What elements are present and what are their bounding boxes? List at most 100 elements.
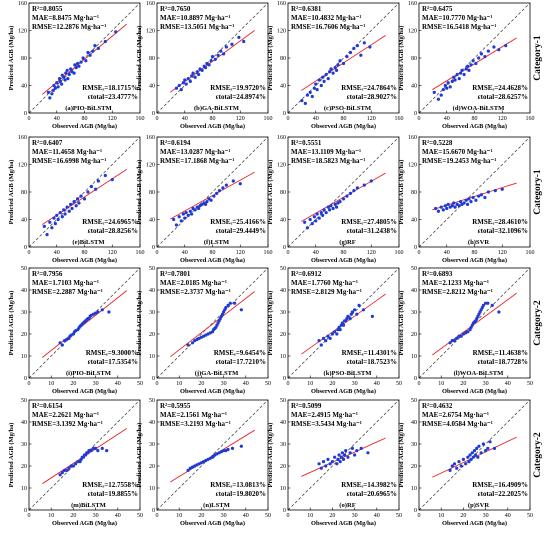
rmse-e-label: RMSEₑ=19.9720% bbox=[210, 84, 266, 92]
data-point bbox=[333, 66, 337, 70]
y-tick-label: 80 bbox=[411, 56, 417, 62]
y-tick-label: 80 bbox=[149, 56, 155, 62]
x-tick-label: 80 bbox=[82, 250, 88, 256]
data-point bbox=[62, 75, 66, 79]
data-point bbox=[319, 343, 323, 347]
r2-label: R²=0.6154 bbox=[32, 402, 63, 410]
e-total-label: εtotal=29.4449% bbox=[216, 227, 266, 235]
mae-label: MAE=2.2621 Mg·ha⁻¹ bbox=[32, 411, 99, 419]
data-point bbox=[303, 220, 307, 224]
data-point bbox=[345, 194, 349, 198]
data-point bbox=[197, 72, 201, 77]
rmse-label: RMSE=13.5051 Mg·ha⁻¹ bbox=[160, 23, 234, 31]
data-point bbox=[450, 339, 454, 343]
data-point bbox=[77, 64, 81, 68]
data-point bbox=[439, 205, 443, 209]
data-point bbox=[324, 72, 328, 77]
x-tick-label: 20 bbox=[70, 513, 76, 519]
data-point bbox=[450, 204, 454, 208]
data-point bbox=[348, 451, 352, 455]
data-point bbox=[224, 183, 228, 187]
y-tick-label: 20 bbox=[280, 464, 286, 470]
data-point bbox=[114, 30, 118, 34]
y-tick-label: 10 bbox=[411, 486, 417, 492]
data-point bbox=[441, 208, 445, 212]
e-total-label: εtotal=19.8855% bbox=[88, 490, 138, 498]
data-point bbox=[53, 222, 57, 226]
data-point bbox=[63, 212, 67, 216]
data-point bbox=[55, 81, 59, 85]
data-point bbox=[231, 179, 235, 183]
data-point bbox=[177, 83, 181, 88]
data-point bbox=[333, 330, 337, 334]
y-tick-label: 30 bbox=[411, 310, 417, 316]
x-tick-label: 160 bbox=[136, 116, 145, 122]
data-point bbox=[195, 70, 199, 74]
y-tick-label: 40 bbox=[411, 84, 417, 90]
panel-tag: (b)GA-BiLSTM bbox=[194, 105, 240, 112]
x-axis-label: Observed AGB (Mg/ha) bbox=[180, 520, 245, 527]
data-point bbox=[488, 440, 492, 444]
x-tick-label: 0 bbox=[156, 250, 159, 256]
data-point bbox=[464, 198, 468, 202]
y-tick-label: 160 bbox=[18, 1, 27, 7]
data-point bbox=[314, 82, 318, 86]
data-point bbox=[467, 197, 471, 201]
data-point bbox=[203, 202, 208, 206]
data-point bbox=[331, 71, 335, 75]
data-point bbox=[110, 178, 114, 182]
rmse-e-label: RMSEₑ=27.4805% bbox=[341, 218, 397, 226]
one-to-one-line bbox=[418, 2, 531, 114]
x-tick-label: 80 bbox=[472, 250, 478, 256]
x-tick-label: 160 bbox=[136, 250, 145, 256]
data-point bbox=[58, 211, 62, 215]
x-tick-label: 20 bbox=[329, 513, 335, 519]
data-point bbox=[50, 226, 54, 230]
y-axis-label: Predicted AGB (Mg/ha) bbox=[8, 26, 15, 91]
data-point bbox=[86, 190, 90, 194]
x-tick-label: 40 bbox=[444, 250, 450, 256]
data-point bbox=[321, 336, 326, 340]
x-tick-label: 50 bbox=[527, 381, 533, 387]
y-tick-label: 120 bbox=[277, 163, 286, 169]
category-label: Category-2 bbox=[533, 300, 543, 346]
x-tick-label: 160 bbox=[264, 116, 273, 122]
data-point bbox=[87, 449, 91, 453]
data-point bbox=[462, 201, 466, 205]
data-point bbox=[221, 186, 225, 190]
data-point bbox=[305, 93, 310, 97]
data-point bbox=[467, 68, 471, 72]
data-point bbox=[486, 301, 490, 305]
rmse-label: RMSE=4.0584 Mg·ha⁻¹ bbox=[422, 420, 493, 428]
y-tick-label: 0 bbox=[152, 111, 155, 117]
x-tick-label: 40 bbox=[54, 116, 60, 122]
data-point bbox=[94, 187, 98, 191]
y-tick-label: 80 bbox=[411, 190, 417, 196]
data-point bbox=[197, 206, 201, 211]
e-total-label: εtotal=32.1096% bbox=[478, 227, 528, 235]
data-point bbox=[328, 462, 332, 466]
one-to-one-line bbox=[287, 267, 400, 379]
data-point bbox=[193, 208, 197, 212]
x-tick-label: 0 bbox=[418, 250, 421, 256]
data-point bbox=[445, 206, 449, 211]
data-point bbox=[56, 217, 60, 222]
data-point bbox=[79, 194, 83, 198]
y-tick-label: 160 bbox=[277, 135, 286, 141]
data-point bbox=[352, 46, 356, 50]
data-point bbox=[319, 466, 323, 470]
x-tick-label: 30 bbox=[221, 513, 227, 519]
data-point bbox=[58, 473, 62, 477]
r2-label: R²=0.5955 bbox=[160, 402, 191, 410]
data-point bbox=[432, 90, 436, 94]
y-axis-label: Predicted AGB (Mg/ha) bbox=[136, 160, 143, 225]
data-point bbox=[345, 55, 349, 59]
data-point bbox=[60, 471, 64, 475]
mae-label: MAE=11.4658 Mg·ha⁻¹ bbox=[32, 148, 102, 156]
r2-label: R²=0.5551 bbox=[291, 139, 322, 147]
data-point bbox=[237, 35, 241, 39]
data-point bbox=[465, 202, 470, 206]
x-tick-label: 20 bbox=[70, 381, 76, 387]
data-point bbox=[359, 53, 363, 57]
data-point bbox=[338, 200, 342, 204]
